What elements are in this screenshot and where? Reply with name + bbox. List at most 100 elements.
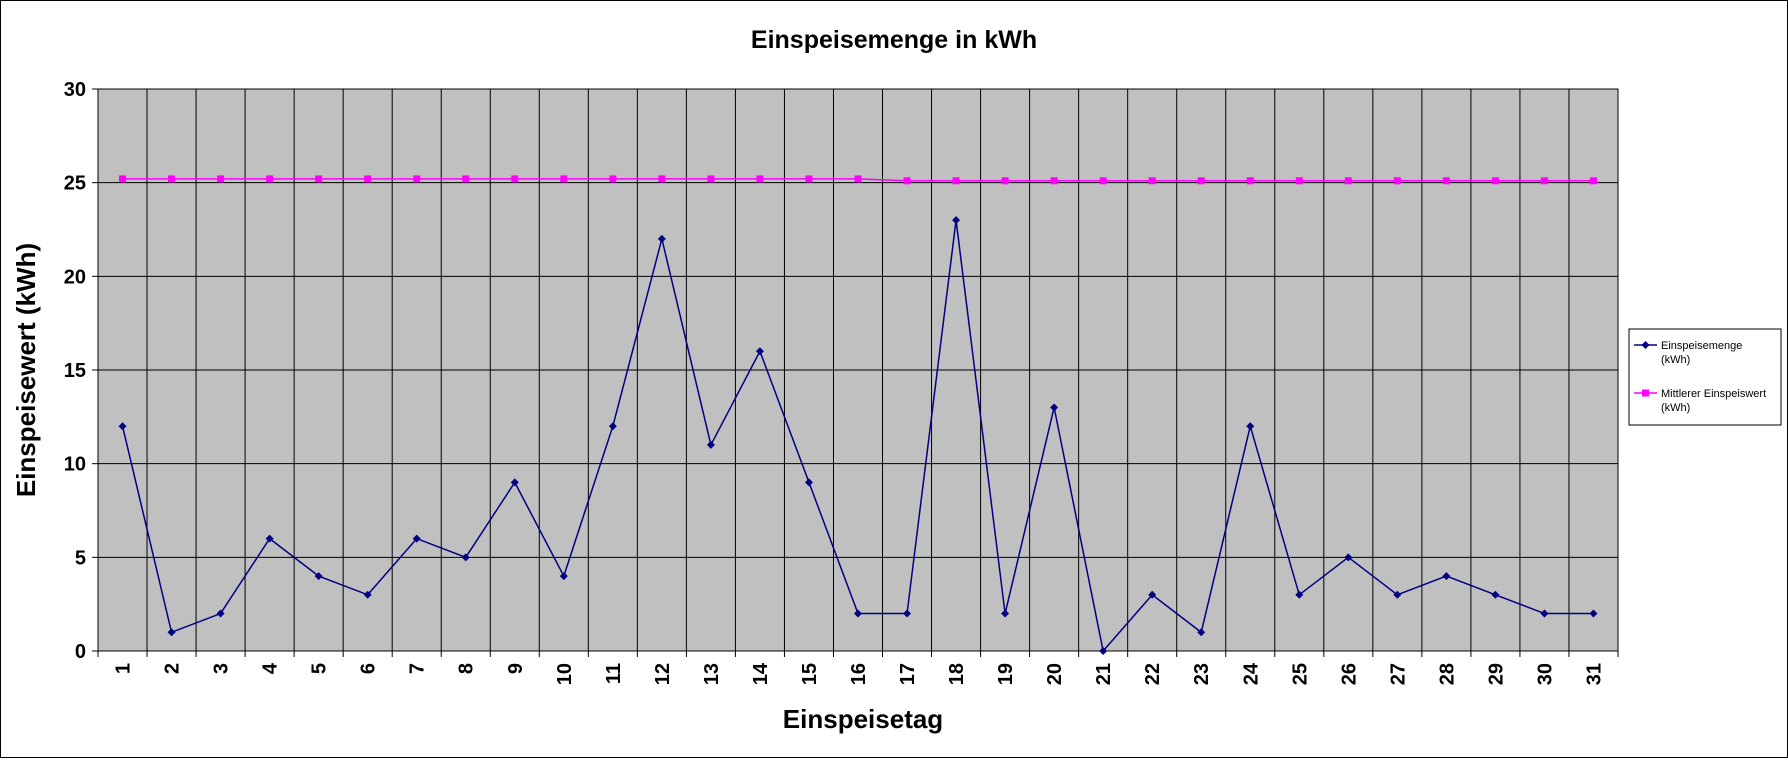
data-point [854,175,862,183]
x-tick-label: 11 [603,663,625,684]
data-point [1001,609,1010,618]
data-point [314,572,323,581]
x-tick-label: 16 [848,663,870,685]
data-point [217,175,225,183]
legend-label-einspeisemenge: Einspeisemenge [1661,340,1742,352]
data-point [119,175,127,183]
data-point [854,609,862,618]
data-point [1099,647,1108,655]
series-einspeisemenge [118,216,1598,655]
y-tick-label: 0 [75,641,86,663]
data-point [560,175,568,183]
data-point [118,422,127,431]
data-point [167,628,176,637]
data-point [364,175,372,183]
data-point [462,175,470,183]
y-tick-label: 15 [64,360,86,382]
x-tick-label: 1 [113,663,135,674]
y-tick-label: 10 [64,454,86,476]
data-point [707,175,715,183]
data-point [1246,422,1255,431]
data-point [461,553,470,562]
data-point [609,175,617,183]
x-tick-label: 19 [995,663,1017,685]
chart-title: Einspeisemenge in kWh [751,26,1037,54]
data-point [804,478,813,487]
data-point [1344,177,1352,185]
data-point [413,175,421,183]
legend: Einspeisemenge (kWh) Mittlerer Einspeisw… [1628,328,1782,426]
data-point [1197,628,1206,637]
x-tick-label: 2 [162,663,184,674]
data-point [706,440,715,449]
x-tick-label: 8 [456,663,478,674]
x-tick-label: 7 [407,663,429,674]
data-point [1148,590,1157,599]
legend-marker-square [1642,389,1649,397]
legend-marker-diamond [1641,341,1650,349]
data-point [903,177,911,185]
data-point [265,534,274,543]
data-point [1393,590,1402,599]
legend-label-mittlerer: Mittlerer Einspeiswert [1661,388,1766,400]
x-tick-label: 14 [750,662,772,685]
x-tick-label: 6 [358,663,380,674]
data-point [511,175,519,183]
y-tick-label: 25 [64,173,86,195]
data-point [1344,553,1353,562]
data-point [1197,177,1205,185]
x-tick-label: 29 [1485,663,1507,685]
data-point [658,175,666,183]
data-point [903,609,912,618]
x-tick-label: 30 [1534,663,1556,685]
data-point [952,216,961,225]
data-point [1246,177,1254,185]
data-point [1148,177,1156,185]
x-tick-label: 28 [1436,663,1458,685]
data-point [412,534,421,543]
data-point [1001,177,1009,185]
x-tick-label: 24 [1240,662,1262,685]
x-tick-label: 25 [1289,663,1311,685]
data-point [1589,177,1597,185]
data-point [1540,609,1549,618]
data-point [315,175,323,183]
x-axis: 1 2 3 4 5 6 7 8 9 10 11 12 13 14 15 16 17 18 19 20 21 22 23 24 2… [97,650,1619,685]
data-point [1540,177,1548,185]
data-point [363,590,372,599]
data-point [756,175,764,183]
x-tick-label: 17 [897,663,919,685]
data-point [1491,177,1499,185]
x-tick-label: 9 [505,663,527,674]
data-point [1393,177,1401,185]
data-point [216,609,225,618]
x-tick-label: 4 [260,662,282,674]
data-point [755,347,764,356]
y-axis: 0 5 10 15 20 25 30 [64,79,99,663]
y-tick-label: 5 [75,547,86,569]
x-tick-label: 5 [309,663,331,674]
x-tick-label: 20 [1044,663,1066,685]
data-point [805,175,813,183]
x-axis-title: Einspeisetag [783,704,943,734]
data-point [1050,403,1059,412]
data-point [657,234,666,243]
y-tick-label: 20 [64,266,86,288]
data-point [608,422,617,431]
legend-label-mittlerer-unit: (kWh) [1661,402,1690,414]
data-point [1442,572,1451,581]
x-tick-label: 21 [1093,663,1115,685]
series-mittlerer-einspeiswert [119,175,1597,185]
legend-label-einspeisemenge-unit: (kWh) [1661,354,1690,366]
x-tick-label: 18 [946,663,968,685]
x-tick-label: 26 [1338,663,1360,685]
x-tick-label: 23 [1191,663,1213,685]
x-tick-label: 12 [652,663,674,685]
data-point [1099,177,1107,185]
x-tick-label: 3 [211,663,233,674]
y-axis-title: Einspeisewert (kWh) [11,243,41,497]
data-point [1491,590,1500,599]
data-point [1589,609,1598,618]
